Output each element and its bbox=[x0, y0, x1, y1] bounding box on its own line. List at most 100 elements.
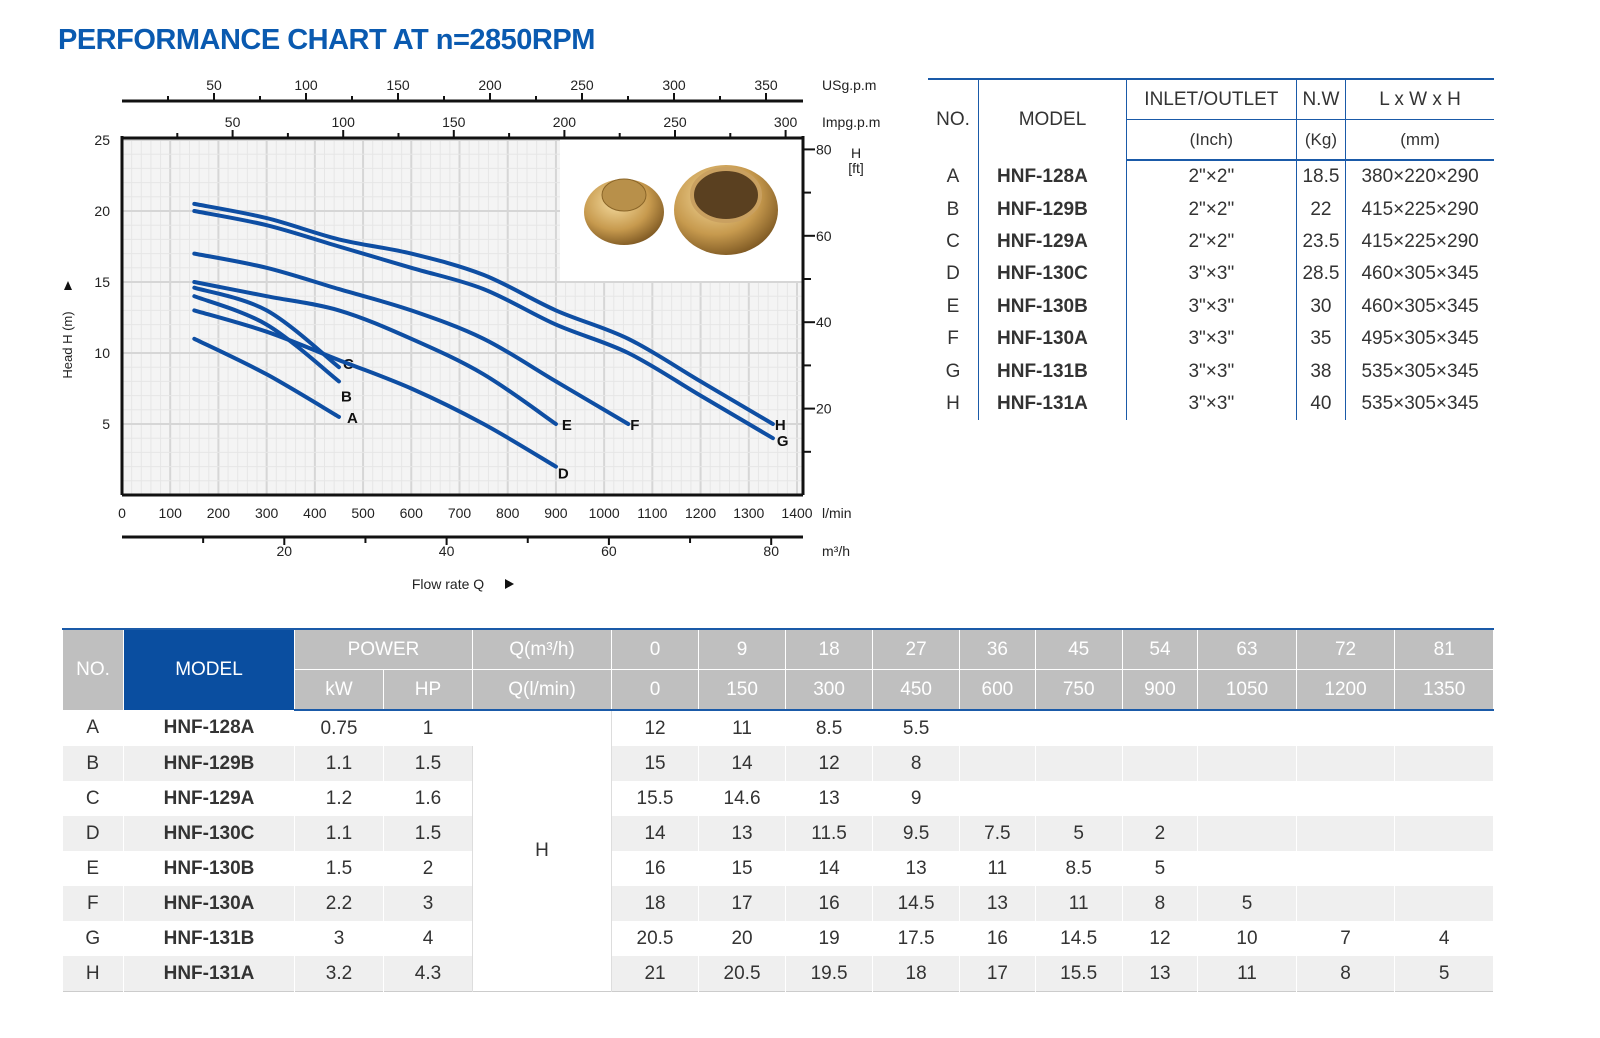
m3h-tick-label: 20 bbox=[277, 543, 293, 559]
impgpm-tick-label: 100 bbox=[332, 114, 356, 130]
cell-head bbox=[1197, 710, 1297, 746]
col-io-unit: (Inch) bbox=[1126, 119, 1297, 161]
page-title: PERFORMANCE CHART AT n=2850RPM bbox=[58, 24, 595, 56]
q-lmin: 450 bbox=[872, 669, 961, 711]
q-m3h: 36 bbox=[959, 628, 1036, 670]
q-m3h: 81 bbox=[1394, 628, 1494, 670]
cell-head bbox=[959, 746, 1036, 781]
perf-row: F HNF-130A 2.2 3 18 17 16 14.5 13 11 8 5 bbox=[62, 886, 1494, 921]
cell-head bbox=[1296, 746, 1396, 781]
cell-head: 12 bbox=[785, 746, 874, 781]
usgpm-unit-label: USg.p.m bbox=[822, 77, 876, 93]
cell-kw: 1.5 bbox=[294, 851, 384, 886]
q-m3h: 9 bbox=[698, 628, 787, 670]
impgpm-tick-label: 250 bbox=[663, 114, 687, 130]
arrow-up-icon bbox=[64, 281, 72, 290]
col-no: NO. bbox=[928, 79, 979, 160]
cell-head: 20.5 bbox=[611, 921, 700, 956]
impgpm-tick-label: 200 bbox=[553, 114, 577, 130]
y-tick-label: 25 bbox=[94, 132, 110, 148]
x-tick-label: 900 bbox=[544, 505, 568, 521]
col-power: POWER bbox=[294, 628, 473, 670]
q-lmin: 1350 bbox=[1394, 669, 1494, 711]
col-model: MODEL bbox=[123, 628, 295, 711]
y-tick-label: 5 bbox=[102, 416, 110, 432]
curve-label-A: A bbox=[347, 410, 358, 427]
cell-head: 11 bbox=[1035, 886, 1123, 921]
cell-head: 8 bbox=[1296, 956, 1396, 992]
x-tick-label: 1400 bbox=[781, 505, 812, 521]
m3h-tick-label: 60 bbox=[601, 543, 617, 559]
cell-dim: 380×220×290 bbox=[1361, 166, 1479, 188]
cell-no: D bbox=[62, 816, 124, 851]
cell-kw: 3.2 bbox=[294, 956, 384, 992]
x-tick-label: 200 bbox=[207, 505, 231, 521]
cell-dim: 535×305×345 bbox=[1361, 360, 1479, 382]
q-lmin: 900 bbox=[1121, 669, 1199, 711]
m3h-tick-label: 40 bbox=[439, 543, 455, 559]
cell-head: 16 bbox=[959, 921, 1036, 956]
x-tick-label: 1000 bbox=[589, 505, 620, 521]
cell-hp: 1.5 bbox=[383, 746, 473, 781]
cell-kw: 3 bbox=[294, 921, 384, 956]
q-m3h: 72 bbox=[1295, 628, 1396, 670]
cell-head bbox=[1394, 886, 1494, 921]
ft-tick-label: 40 bbox=[816, 314, 832, 330]
cell-nw: 28.5 bbox=[1296, 258, 1347, 291]
cell-head: 13 bbox=[1122, 956, 1199, 992]
cell-no: G bbox=[928, 355, 979, 388]
cell-head: 7.5 bbox=[959, 816, 1036, 851]
col-nw-unit: (Kg) bbox=[1296, 119, 1347, 161]
cell-head: 15 bbox=[611, 746, 700, 781]
cell-kw: 1.2 bbox=[294, 781, 384, 816]
cell-hp: 1.6 bbox=[383, 781, 473, 816]
cell-head: 14.5 bbox=[1035, 921, 1123, 956]
cell-model: HNF-129B bbox=[978, 193, 1127, 226]
usgpm-tick-label: 150 bbox=[386, 77, 410, 93]
cell-hp: 1 bbox=[383, 710, 473, 746]
cell-nw: 38 bbox=[1296, 355, 1347, 388]
cell-head: 4 bbox=[1394, 921, 1494, 956]
curve-label-B: B bbox=[341, 388, 352, 405]
q-lmin: 600 bbox=[959, 669, 1036, 711]
x-tick-label: 0 bbox=[118, 505, 126, 521]
curve-label-H: H bbox=[775, 417, 786, 434]
cell-head: 8.5 bbox=[1035, 851, 1123, 886]
cell-head: 5.5 bbox=[872, 710, 961, 746]
cell-no: E bbox=[928, 290, 979, 323]
cell-head: 20.5 bbox=[698, 956, 787, 992]
cell-head bbox=[1122, 781, 1199, 816]
cell-head bbox=[1296, 816, 1396, 851]
cell-no: D bbox=[928, 258, 979, 291]
q-lmin: 750 bbox=[1034, 669, 1123, 711]
cell-model: HNF-129A bbox=[978, 225, 1127, 259]
cell-no: C bbox=[62, 781, 124, 816]
cell-no: H bbox=[62, 956, 124, 992]
spec-row: H HNF-131A 3"×3" 40 535×305×345 bbox=[928, 387, 1494, 421]
curve-B bbox=[192, 294, 341, 384]
cell-kw: 2.2 bbox=[294, 886, 384, 921]
impeller-large-eye bbox=[690, 167, 762, 223]
y-tick-label: 20 bbox=[94, 203, 110, 219]
impeller-small-eye bbox=[601, 178, 647, 212]
cell-head: 16 bbox=[611, 851, 700, 886]
cell-head: 11.5 bbox=[785, 816, 874, 851]
cell-head: 5 bbox=[1122, 851, 1199, 886]
cell-head: 8 bbox=[872, 746, 961, 781]
cell-dim: 535×305×345 bbox=[1361, 392, 1479, 414]
col-ql: Q(l/min) bbox=[472, 669, 612, 711]
x-tick-label: 300 bbox=[255, 505, 279, 521]
x-unit-label: l/min bbox=[822, 505, 852, 521]
impgpm-tick-label: 50 bbox=[225, 114, 241, 130]
cell-head: 13 bbox=[872, 851, 961, 886]
cell-head: 5 bbox=[1394, 956, 1494, 992]
x-tick-label: 1300 bbox=[733, 505, 764, 521]
cell-io: 2"×2" bbox=[1126, 225, 1297, 259]
cell-head: 14.5 bbox=[872, 886, 961, 921]
cell-head: 9.5 bbox=[872, 816, 961, 851]
spec-row: F HNF-130A 3"×3" 35 495×305×345 bbox=[928, 322, 1494, 356]
cell-head bbox=[1122, 710, 1199, 746]
cell-no: F bbox=[928, 322, 979, 356]
cell-head bbox=[959, 781, 1036, 816]
curve-G bbox=[192, 209, 775, 441]
